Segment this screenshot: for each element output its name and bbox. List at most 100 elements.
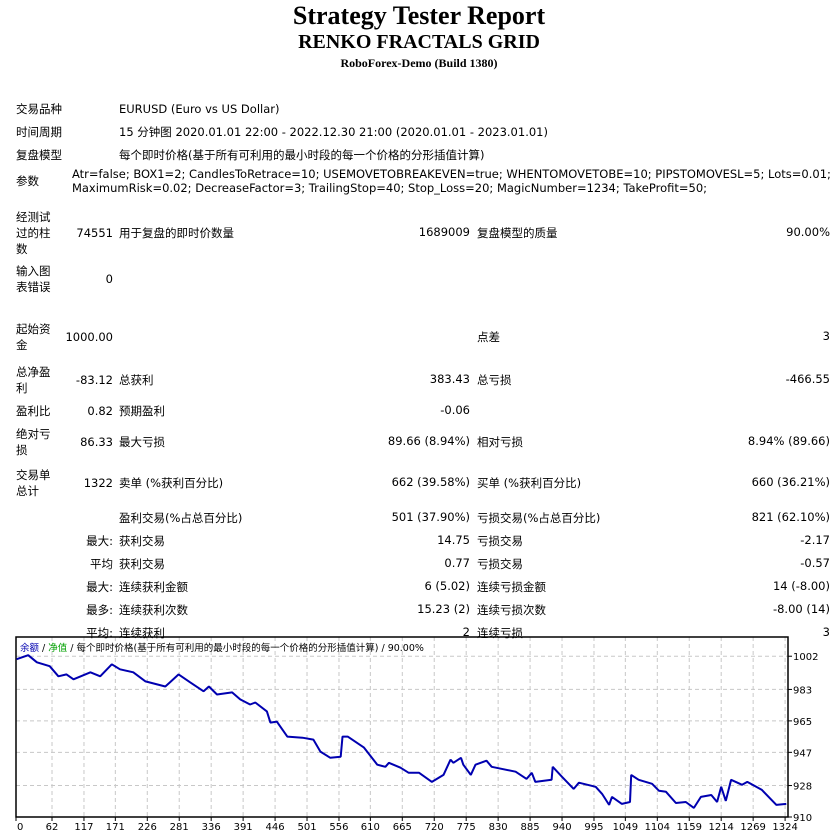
chart-legend: 余额 / 净值 / 每个即时价格(基于所有可利用的最小时段的每一个价格的分形插值… <box>20 640 424 654</box>
stats-row: 绝对亏损 86.33 最大亏损 89.66 (8.94%) 相对亏损 8.94% (… <box>16 424 830 460</box>
x-tick-label: 1049 <box>613 822 638 833</box>
stat-label: 输入图表错误 <box>16 264 51 294</box>
info-row: 参数 Atr=false; BOX1=2; CandlesToRetrace=10… <box>16 166 831 196</box>
stat-label: 亏损交易(%占总百分比) <box>477 510 601 525</box>
stat-value: 3 <box>822 329 830 343</box>
x-tick-label: 0 <box>17 822 23 833</box>
x-tick-label: 1269 <box>740 822 765 833</box>
stats-row: 最多: 连续获利次数 15.23 (2) 连续亏损次数 -8.00 (14) <box>16 598 830 621</box>
stat-value: -2.17 <box>800 532 830 547</box>
info-section: 交易品种 EURUSD (Euro vs US Dollar) 时间周期 15 分钟图… <box>16 97 831 196</box>
info-value: EURUSD (Euro vs US Dollar) <box>119 101 280 116</box>
stat-value: 1689009 <box>418 225 470 239</box>
stat-value: 0.77 <box>444 555 470 570</box>
legend-sep: / <box>67 643 77 654</box>
stat-value: 最大: <box>86 533 113 548</box>
stat-value: 15.23 (2) <box>417 601 470 616</box>
stat-value: 平均: <box>86 625 113 640</box>
stats-row: 最大: 连续获利金额 6 (5.02) 连续亏损金额 14 (-8.00) <box>16 575 830 598</box>
stat-value: 平均 <box>90 556 113 571</box>
y-tick-label: 1002 <box>793 652 818 663</box>
stat-value: -0.06 <box>440 403 470 417</box>
balance-line <box>16 654 787 809</box>
x-tick-label: 171 <box>106 822 125 833</box>
x-tick-label: 665 <box>393 822 412 833</box>
x-tick-label: 446 <box>266 822 285 833</box>
info-value: Atr=false; BOX1=2; CandlesToRetrace=10; … <box>71 167 831 195</box>
stat-value: 821 (62.10%) <box>751 509 830 524</box>
stat-value: 6 (5.02) <box>424 578 470 593</box>
x-tick-label: 995 <box>584 822 603 833</box>
balance-chart: 0 62 117 171 226 281 336 391 446 501 556 610 665 720 7… <box>15 636 818 833</box>
stat-label: 起始资金 <box>16 322 51 352</box>
y-tick-label: 947 <box>793 748 812 759</box>
info-row: 复盘模型 每个即时价格(基于所有可利用的最小时段的每一个价格的分形插值计算) <box>16 143 831 166</box>
x-tick-label: 501 <box>297 822 316 833</box>
stat-label: 买单 (%获利百分比) <box>477 476 582 490</box>
stat-label: 获利交易 <box>119 556 165 571</box>
stat-label: 获利交易 <box>119 533 165 548</box>
stat-value: 89.66 (8.94%) <box>387 434 470 448</box>
stats-section: 经测试过的柱数 74551 用于复盘的即时价数量 1689009 复盘模型的质量 9… <box>16 208 830 644</box>
stat-label: 连续获利次数 <box>119 602 188 617</box>
x-tick-label: 281 <box>170 822 189 833</box>
stat-value: 1322 <box>83 476 113 490</box>
stat-label: 盈利交易(%占总百分比) <box>119 510 243 525</box>
stat-value: 660 (36.21%) <box>751 475 830 489</box>
legend-sep: / <box>39 643 49 654</box>
stat-value: -466.55 <box>785 372 830 386</box>
x-tick-label: 226 <box>138 822 157 833</box>
stat-label: 连续亏损次数 <box>477 602 546 617</box>
stat-label: 连续获利 <box>119 625 165 640</box>
expert-name: RENKO FRACTALS GRID <box>298 31 540 53</box>
y-tick-label: 983 <box>793 685 812 696</box>
x-tick-label: 1324 <box>772 822 797 833</box>
stat-label: 相对亏损 <box>477 435 523 449</box>
server-build: RoboForex-Demo (Build 1380) <box>340 56 498 70</box>
stat-value: 最多: <box>86 602 113 617</box>
legend-sep: / <box>378 643 388 654</box>
y-tick-label: 928 <box>793 782 812 793</box>
stats-row: 总净盈利 -83.12 总获利 383.43 总亏损 -466.55 <box>16 362 830 398</box>
x-tick-label: 1104 <box>645 822 670 833</box>
stat-label: 点差 <box>477 330 500 344</box>
stat-value: 501 (37.90%) <box>391 509 470 524</box>
info-value: 15 分钟图 2020.01.01 22:00 - 2022.12.30 21:… <box>119 124 548 139</box>
stat-label: 复盘模型的质量 <box>477 226 558 240</box>
stat-value: 1000.00 <box>65 330 113 344</box>
stats-row: 起始资金 1000.00 点差 3 <box>16 312 830 362</box>
legend-balance: 余额 <box>20 643 40 654</box>
stat-value: 14 (-8.00) <box>772 578 830 593</box>
x-tick-label: 117 <box>74 822 93 833</box>
info-row: 交易品种 EURUSD (Euro vs US Dollar) <box>16 97 831 120</box>
legend-equity: 净值 <box>48 643 68 654</box>
x-tick-label: 775 <box>457 822 476 833</box>
x-tick-label: 940 <box>552 822 571 833</box>
x-tick-label: 830 <box>489 822 508 833</box>
stats-row: 交易单总计 1322 卖单 (%获利百分比) 662 (39.58%) 买单 (%… <box>16 460 830 506</box>
plot-frame <box>15 636 789 818</box>
x-tick-label: 1159 <box>677 822 702 833</box>
stats-row: 输入图表错误 0 <box>16 258 830 300</box>
stat-label: 连续亏损金额 <box>477 579 546 594</box>
stats-row: 经测试过的柱数 74551 用于复盘的即时价数量 1689009 复盘模型的质量 9… <box>16 208 830 258</box>
stat-value: 3 <box>822 624 830 639</box>
stats-row: 平均 获利交易 0.77 亏损交易 -0.57 <box>16 552 830 575</box>
info-label: 时间周期 <box>16 124 62 139</box>
stat-value: 74551 <box>76 226 113 240</box>
stat-label: 亏损交易 <box>477 556 523 571</box>
stats-row: 最大: 获利交易 14.75 亏损交易 -2.17 <box>16 529 830 552</box>
x-tick-label: 556 <box>329 822 348 833</box>
stat-label: 卖单 (%获利百分比) <box>119 476 224 490</box>
info-row: 时间周期 15 分钟图 2020.01.01 22:00 - 2022.12.30… <box>16 120 831 143</box>
stat-label: 总净盈利 <box>16 365 51 395</box>
info-label: 交易品种 <box>16 101 62 116</box>
x-tick-label: 1214 <box>708 822 733 833</box>
stat-value: -83.12 <box>75 373 113 387</box>
x-tick-label: 336 <box>202 822 221 833</box>
stat-value: 最大: <box>86 579 113 594</box>
stat-value: -0.57 <box>800 555 830 570</box>
stat-value: 86.33 <box>80 435 113 449</box>
stats-row: 盈利交易(%占总百分比) 501 (37.90%) 亏损交易(%占总百分比) 821… <box>16 506 830 529</box>
stat-value: 0 <box>105 272 113 286</box>
